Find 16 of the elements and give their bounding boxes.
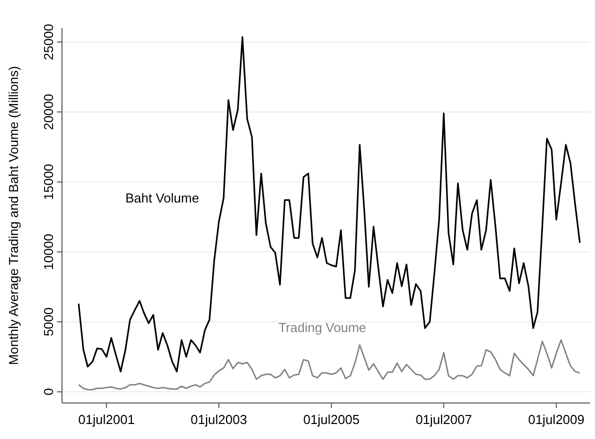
x-tick-label: 01jul2007 [416, 412, 472, 427]
y-tick-label: 15000 [41, 164, 56, 200]
x-tick-label: 01jul2005 [303, 412, 360, 427]
x-tick-label: 01jul2003 [190, 412, 248, 427]
x-tick-label: 01jul2001 [78, 412, 135, 427]
line-series [78, 36, 581, 372]
y-tick-label: 0 [41, 388, 56, 396]
y-axis-title: Monthly Average Trading and Baht Voume (Millions) [6, 66, 21, 365]
series-label: Trading Voume [278, 320, 366, 335]
y-tick-label: 25000 [41, 24, 56, 60]
y-tick-label: 5000 [41, 307, 56, 336]
series-label: Baht Volume [125, 190, 200, 206]
x-tick-label: 01jul2009 [528, 412, 584, 427]
y-tick-label: 10000 [41, 234, 56, 270]
line-series [78, 339, 581, 390]
y-tick-label: 20000 [41, 94, 56, 130]
